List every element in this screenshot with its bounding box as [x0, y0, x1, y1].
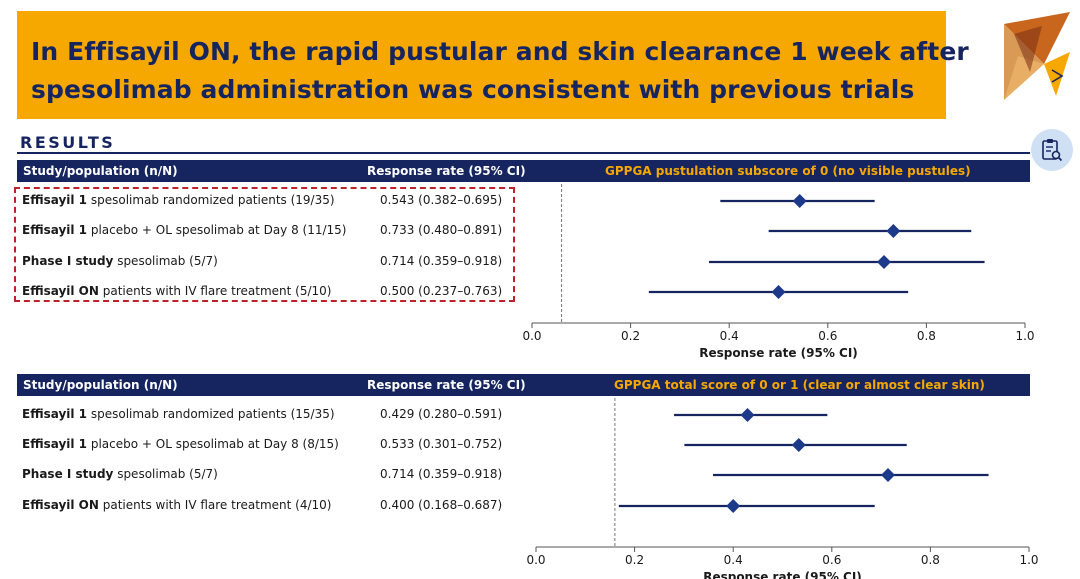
header-endpoint: GPPGA pustulation subscore of 0 (no visi…	[605, 164, 971, 178]
header-rate: Response rate (95% CI)	[367, 378, 526, 392]
study-row-label: Effisayil ON patients with IV flare trea…	[22, 284, 331, 298]
response-rate-value: 0.733 (0.480–0.891)	[380, 223, 503, 237]
estimate-diamond	[881, 468, 896, 482]
clipboard-search-button[interactable]	[1031, 129, 1073, 171]
x-tick-label: 0.0	[526, 553, 545, 567]
x-axis-title: Response rate (95% CI)	[703, 570, 862, 579]
population-text: spesolimab (5/7)	[113, 254, 218, 268]
population-text: spesolimab randomized patients (19/35)	[87, 193, 335, 207]
study-row-label: Phase I study spesolimab (5/7)	[22, 467, 218, 481]
x-tick-label: 1.0	[1019, 553, 1038, 567]
estimate-diamond	[740, 408, 755, 422]
header-rate: Response rate (95% CI)	[367, 164, 526, 178]
study-name: Effisayil ON	[22, 498, 99, 512]
slide-title-line-1: In Effisayil ON, the rapid pustular and …	[31, 37, 969, 66]
x-tick-label: 0.0	[522, 329, 541, 343]
study-row-label: Effisayil 1 placebo + OL spesolimab at D…	[22, 223, 346, 237]
population-text: placebo + OL spesolimab at Day 8 (11/15)	[87, 223, 347, 237]
triangle-logo-icon	[1004, 12, 1070, 100]
highlight-dashed-box	[14, 187, 515, 302]
table-header: Study/population (n/N) Response rate (95…	[17, 160, 1030, 182]
population-text: placebo + OL spesolimab at Day 8 (8/15)	[87, 437, 339, 451]
x-tick-label: 0.8	[917, 329, 936, 343]
response-rate-value: 0.714 (0.359–0.918)	[380, 254, 503, 268]
estimate-diamond	[886, 224, 901, 238]
estimate-diamond	[771, 285, 786, 299]
response-rate-value: 0.543 (0.382–0.695)	[380, 193, 503, 207]
header-endpoint: GPPGA total score of 0 or 1 (clear or al…	[614, 378, 985, 392]
study-row-label: Effisayil 1 spesolimab randomized patien…	[22, 407, 335, 421]
study-name: Effisayil 1	[22, 193, 88, 207]
response-rate-value: 0.500 (0.237–0.763)	[380, 284, 503, 298]
results-divider	[17, 152, 1030, 154]
response-rate-value: 0.533 (0.301–0.752)	[380, 437, 503, 451]
x-tick-label: 0.2	[621, 329, 640, 343]
population-text: spesolimab randomized patients (15/35)	[87, 407, 335, 421]
x-tick-label: 1.0	[1015, 329, 1034, 343]
clipboard-search-icon	[1042, 139, 1063, 162]
x-tick-label: 0.8	[921, 553, 940, 567]
study-row-label: Phase I study spesolimab (5/7)	[22, 254, 218, 268]
x-axis-title: Response rate (95% CI)	[699, 346, 858, 360]
forest-plot-total-score: Study/population (n/N) Response rate (95…	[17, 374, 1039, 579]
study-name: Phase I study	[22, 467, 114, 481]
results-heading: RESULTS	[20, 133, 116, 152]
table-header: Study/population (n/N) Response rate (95…	[17, 374, 1030, 396]
estimate-diamond	[877, 255, 892, 269]
x-tick-label: 0.6	[822, 553, 841, 567]
title-banner: In Effisayil ON, the rapid pustular and …	[17, 11, 969, 119]
study-name: Effisayil 1	[22, 437, 88, 451]
population-text: patients with IV flare treatment (4/10)	[98, 498, 332, 512]
x-tick-label: 0.2	[625, 553, 644, 567]
forest-plot-svg: 0.0 0.2 0.4 0.6 0.8 1.0 Response rate (95% CI)	[522, 184, 1035, 360]
population-text: spesolimab (5/7)	[113, 467, 218, 481]
study-name: Effisayil 1	[22, 223, 88, 237]
estimate-diamond	[791, 438, 806, 452]
study-name: Effisayil ON	[22, 284, 99, 298]
response-rate-value: 0.714 (0.359–0.918)	[380, 467, 503, 481]
x-tick-label: 0.4	[724, 553, 743, 567]
study-row-label: Effisayil 1 spesolimab randomized patien…	[22, 193, 335, 207]
slide-title-line-2: spesolimab administration was consistent…	[31, 75, 915, 104]
estimate-diamond	[792, 194, 807, 208]
header-study: Study/population (n/N)	[23, 378, 178, 392]
response-rate-value: 0.400 (0.168–0.687)	[380, 498, 503, 512]
forest-plot-svg: 0.0 0.2 0.4 0.6 0.8 1.0 Response rate (95% CI)	[526, 398, 1039, 579]
estimate-diamond	[726, 499, 741, 513]
x-tick-label: 0.6	[818, 329, 837, 343]
study-name: Effisayil 1	[22, 407, 88, 421]
study-row-label: Effisayil 1 placebo + OL spesolimab at D…	[22, 437, 339, 451]
header-study: Study/population (n/N)	[23, 164, 178, 178]
forest-plot-pustulation: Study/population (n/N) Response rate (95…	[17, 160, 1035, 365]
response-rate-value: 0.429 (0.280–0.591)	[380, 407, 503, 421]
x-tick-label: 0.4	[720, 329, 739, 343]
study-name: Phase I study	[22, 254, 114, 268]
population-text: patients with IV flare treatment (5/10)	[98, 284, 332, 298]
study-row-label: Effisayil ON patients with IV flare trea…	[22, 498, 331, 512]
